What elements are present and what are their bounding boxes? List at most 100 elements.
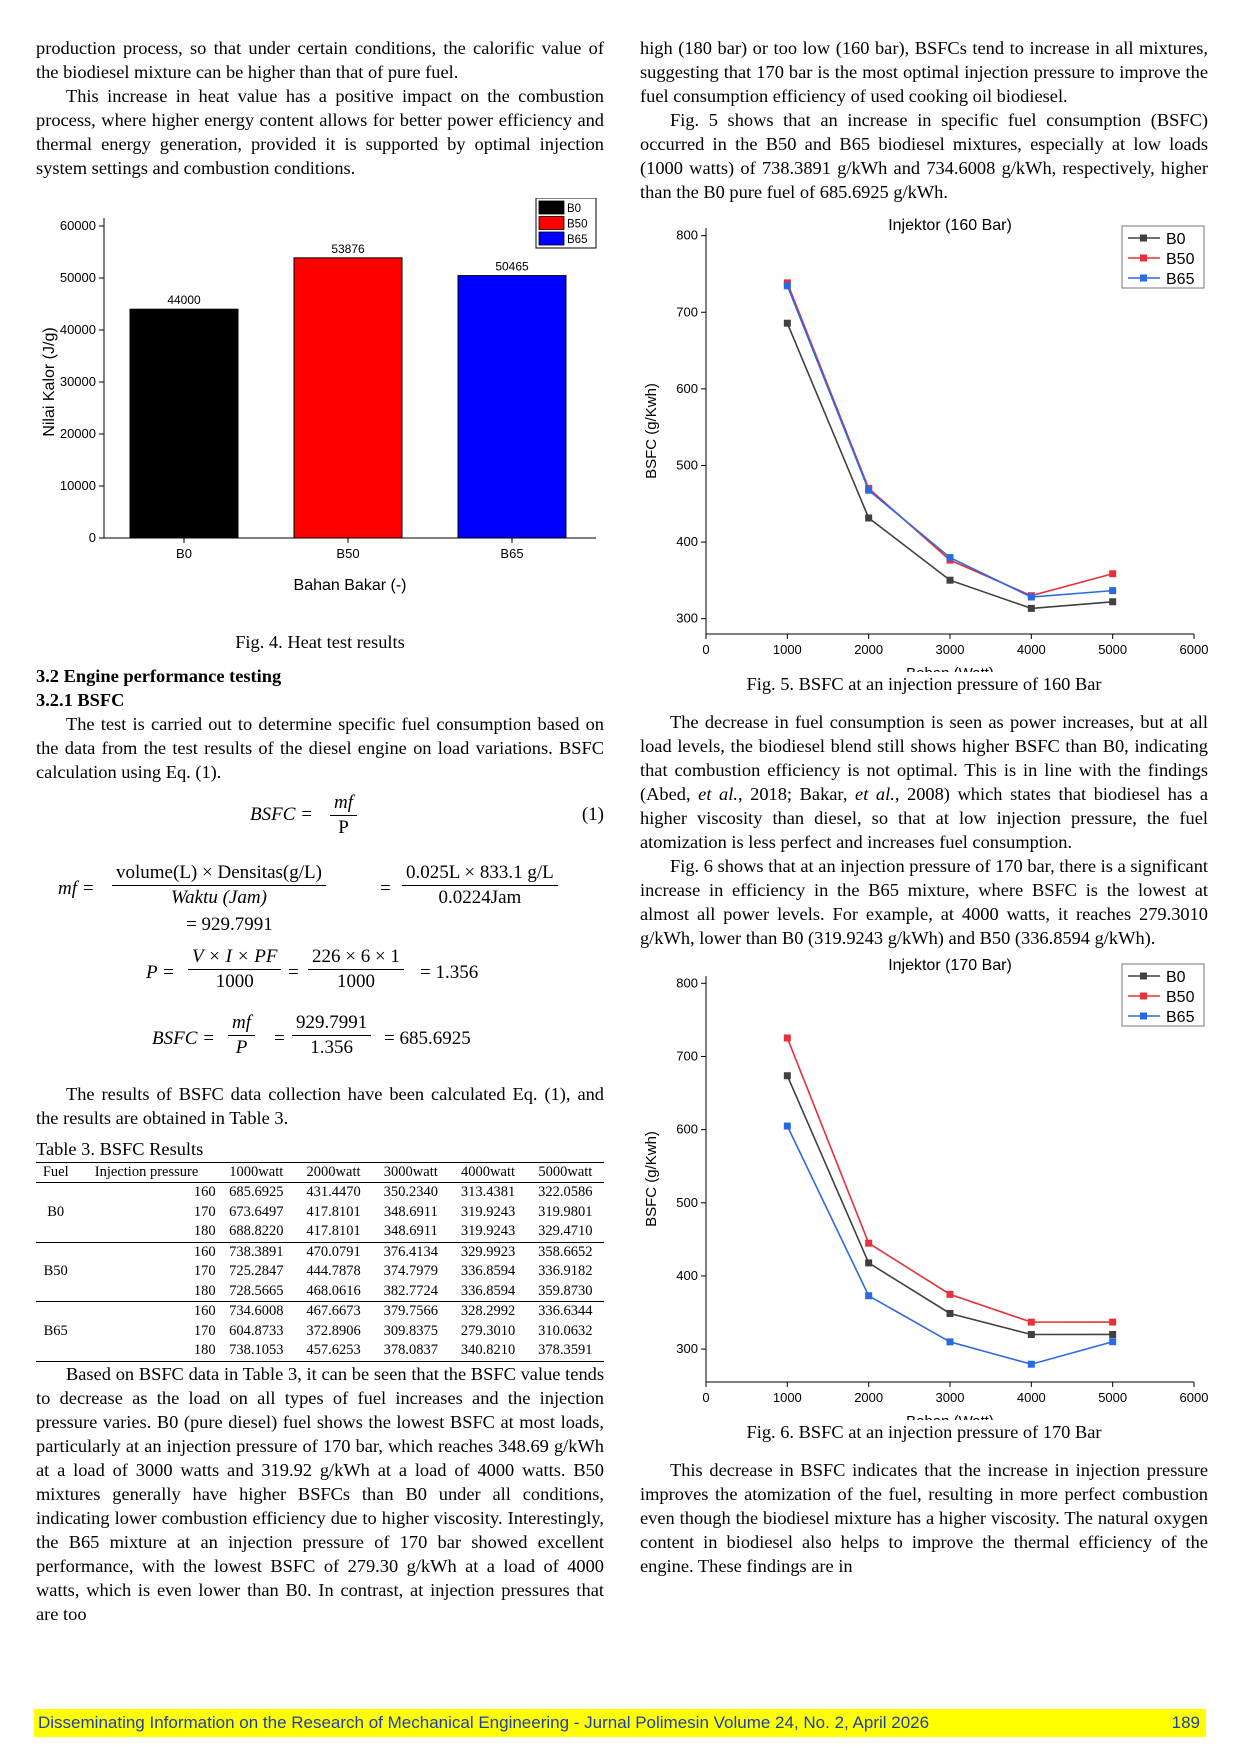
eq-numerator: V × I × PF — [188, 946, 282, 970]
bsfc-160-line-chart: 300 400 500 600 700 800 0 1000 2000 3000 4000 5000 6… — [643, 217, 1208, 682]
data-point-b50 — [1027, 1318, 1035, 1326]
legend-label: B50 — [1166, 251, 1195, 268]
x-tick-label: B50 — [336, 546, 359, 561]
table-cell: 310.0632 — [538, 1322, 593, 1339]
eq-result: = 1.356 — [420, 962, 479, 983]
x-tick-label: 0 — [702, 1390, 709, 1405]
legend-label: B65 — [567, 234, 587, 246]
x-tick-label: 3000 — [936, 642, 965, 657]
table-cell: 160 — [193, 1184, 216, 1200]
footer-journal: Disseminating Information on the Researc… — [38, 1713, 930, 1732]
legend-label: B65 — [1166, 271, 1195, 288]
bar-b50 — [293, 257, 403, 539]
table-cell-fuel — [36, 1282, 75, 1302]
eq-numerator: 226 × 6 × 1 — [308, 946, 404, 970]
data-point-b0 — [1109, 598, 1117, 606]
table-cell: 685.6925 — [229, 1184, 284, 1200]
figure-caption: Fig. 4. Heat test results — [235, 632, 405, 652]
series-line-b50 — [786, 1037, 1113, 1323]
table-cell-fuel — [36, 1222, 75, 1242]
text-run: , 2018; Bakar, — [737, 784, 856, 804]
eq-lhs: P = — [146, 962, 175, 983]
y-tick-label: 800 — [676, 975, 698, 990]
table-cell: 328.2992 — [449, 1301, 527, 1322]
data-point-b0 — [865, 514, 873, 522]
table-header-cell: Fuel — [36, 1162, 76, 1183]
figure-caption: Fig. 6. BSFC at an injection pressure of… — [746, 1422, 1102, 1442]
table-row: 180 688.8220 417.8101 348.6911 319.9243 329.4… — [36, 1222, 604, 1242]
x-tick-label: 1000 — [773, 642, 802, 657]
table-cell: 309.8375 — [383, 1322, 438, 1339]
eq-numerator: mf — [228, 1012, 255, 1036]
x-tick-label: B0 — [176, 546, 192, 561]
table-cell-fuel: B50 — [43, 1263, 68, 1279]
table-cell: 374.7979 — [383, 1263, 438, 1279]
x-tick-label: 3000 — [936, 1390, 965, 1405]
data-point-b50 — [946, 1290, 954, 1298]
table-cell: 170 — [193, 1203, 216, 1220]
equation-bsfc: BSFC = mf P = 929.7991 1.356 = 685.6925 — [36, 1010, 604, 1074]
table-cell: 319.9801 — [538, 1203, 593, 1220]
equation-number: (1) — [581, 804, 604, 825]
bar-data-label: 44000 — [167, 293, 201, 307]
table-cell: 359.8730 — [538, 1282, 593, 1299]
section-heading: 3.2 Engine performance testing — [36, 666, 282, 686]
y-tick-label: 800 — [676, 228, 698, 243]
eq-equals: = — [288, 962, 299, 983]
table-cell: 673.6497 — [229, 1203, 284, 1220]
y-axis-label: BSFC (g/Kwh) — [643, 1131, 660, 1227]
table-header-cell: 2000watt — [294, 1162, 373, 1183]
table-cell: 319.9243 — [460, 1203, 516, 1220]
eq-denominator: Waktu (Jam) — [171, 887, 267, 908]
heat-bar-chart: 0 10000 20000 30000 40000 50000 60000 44000 B0 53… — [41, 197, 597, 594]
table-row: B0 170 673.6497 417.8101 348.6911 319.9243 319… — [36, 1203, 604, 1223]
data-point-b65 — [1109, 1338, 1117, 1346]
table-cell: 336.9182 — [538, 1263, 593, 1279]
table-cell: 468.0616 — [306, 1282, 361, 1299]
table-cell: 738.3891 — [217, 1241, 295, 1262]
eq-numerator: mf — [330, 792, 357, 816]
table-cell: 688.8220 — [229, 1223, 284, 1239]
y-tick-label: 600 — [676, 1122, 698, 1137]
table-cell: 725.2847 — [229, 1263, 284, 1279]
legend-label: B0 — [567, 203, 581, 215]
eq-lhs: BSFC = — [152, 1028, 215, 1049]
table-cell: 322.0586 — [538, 1184, 593, 1200]
eq-fraction: mf P — [228, 1012, 255, 1059]
y-axis-label: Nilai Kalor (J/g) — [41, 327, 58, 436]
table-cell: 336.8594 — [460, 1263, 516, 1279]
table-cell: 457.6253 — [294, 1341, 373, 1362]
eq-result: = 929.7991 — [186, 914, 273, 935]
table-cell: 379.7566 — [372, 1301, 450, 1322]
eq-fraction: mf P — [330, 792, 357, 839]
table-cell: 180 — [193, 1282, 216, 1299]
table-header-cell: 4000watt — [449, 1162, 527, 1183]
legend-label: B50 — [1166, 989, 1195, 1006]
paragraph: Fig. 5 shows that an increase in specifi… — [640, 110, 1208, 202]
x-tick-label: 5000 — [1098, 1390, 1127, 1405]
table-cell: 738.1053 — [217, 1341, 295, 1362]
data-point-b0 — [946, 1309, 954, 1317]
bar-data-label: 50465 — [495, 260, 529, 274]
subsection-heading: 3.2.1 BSFC — [36, 690, 125, 710]
x-tick-label: 0 — [702, 642, 709, 657]
data-point-b0 — [1109, 1330, 1117, 1338]
table-header-cell: Injection pressure — [75, 1162, 218, 1183]
paragraph: This decrease in BSFC indicates that the… — [640, 1460, 1208, 1576]
table-cell-fuel: B65 — [43, 1322, 68, 1339]
data-point-b65 — [1027, 593, 1035, 601]
x-tick-label: 6000 — [1180, 642, 1208, 657]
paragraph: high (180 bar) or too low (160 bar), BSF… — [640, 38, 1208, 106]
paragraph: Fig. 6 shows that at an injection pressu… — [640, 856, 1208, 948]
table-cell: 728.5665 — [229, 1282, 284, 1299]
legend-label: B0 — [1166, 231, 1186, 248]
table-cell-fuel — [36, 1241, 76, 1262]
y-tick-label: 700 — [676, 304, 698, 319]
eq-fraction: 226 × 6 × 1 1000 — [308, 946, 404, 993]
table-cell: 417.8101 — [306, 1203, 361, 1220]
table-cell: 170 — [193, 1263, 216, 1279]
table-cell: 180 — [75, 1341, 218, 1362]
eq-denominator: 1.356 — [310, 1037, 353, 1058]
paragraph: The decrease in fuel consumption is seen… — [640, 710, 1208, 854]
eq-fraction: volume(L) × Densitas(g/L) Waktu (Jam) — [112, 862, 326, 909]
